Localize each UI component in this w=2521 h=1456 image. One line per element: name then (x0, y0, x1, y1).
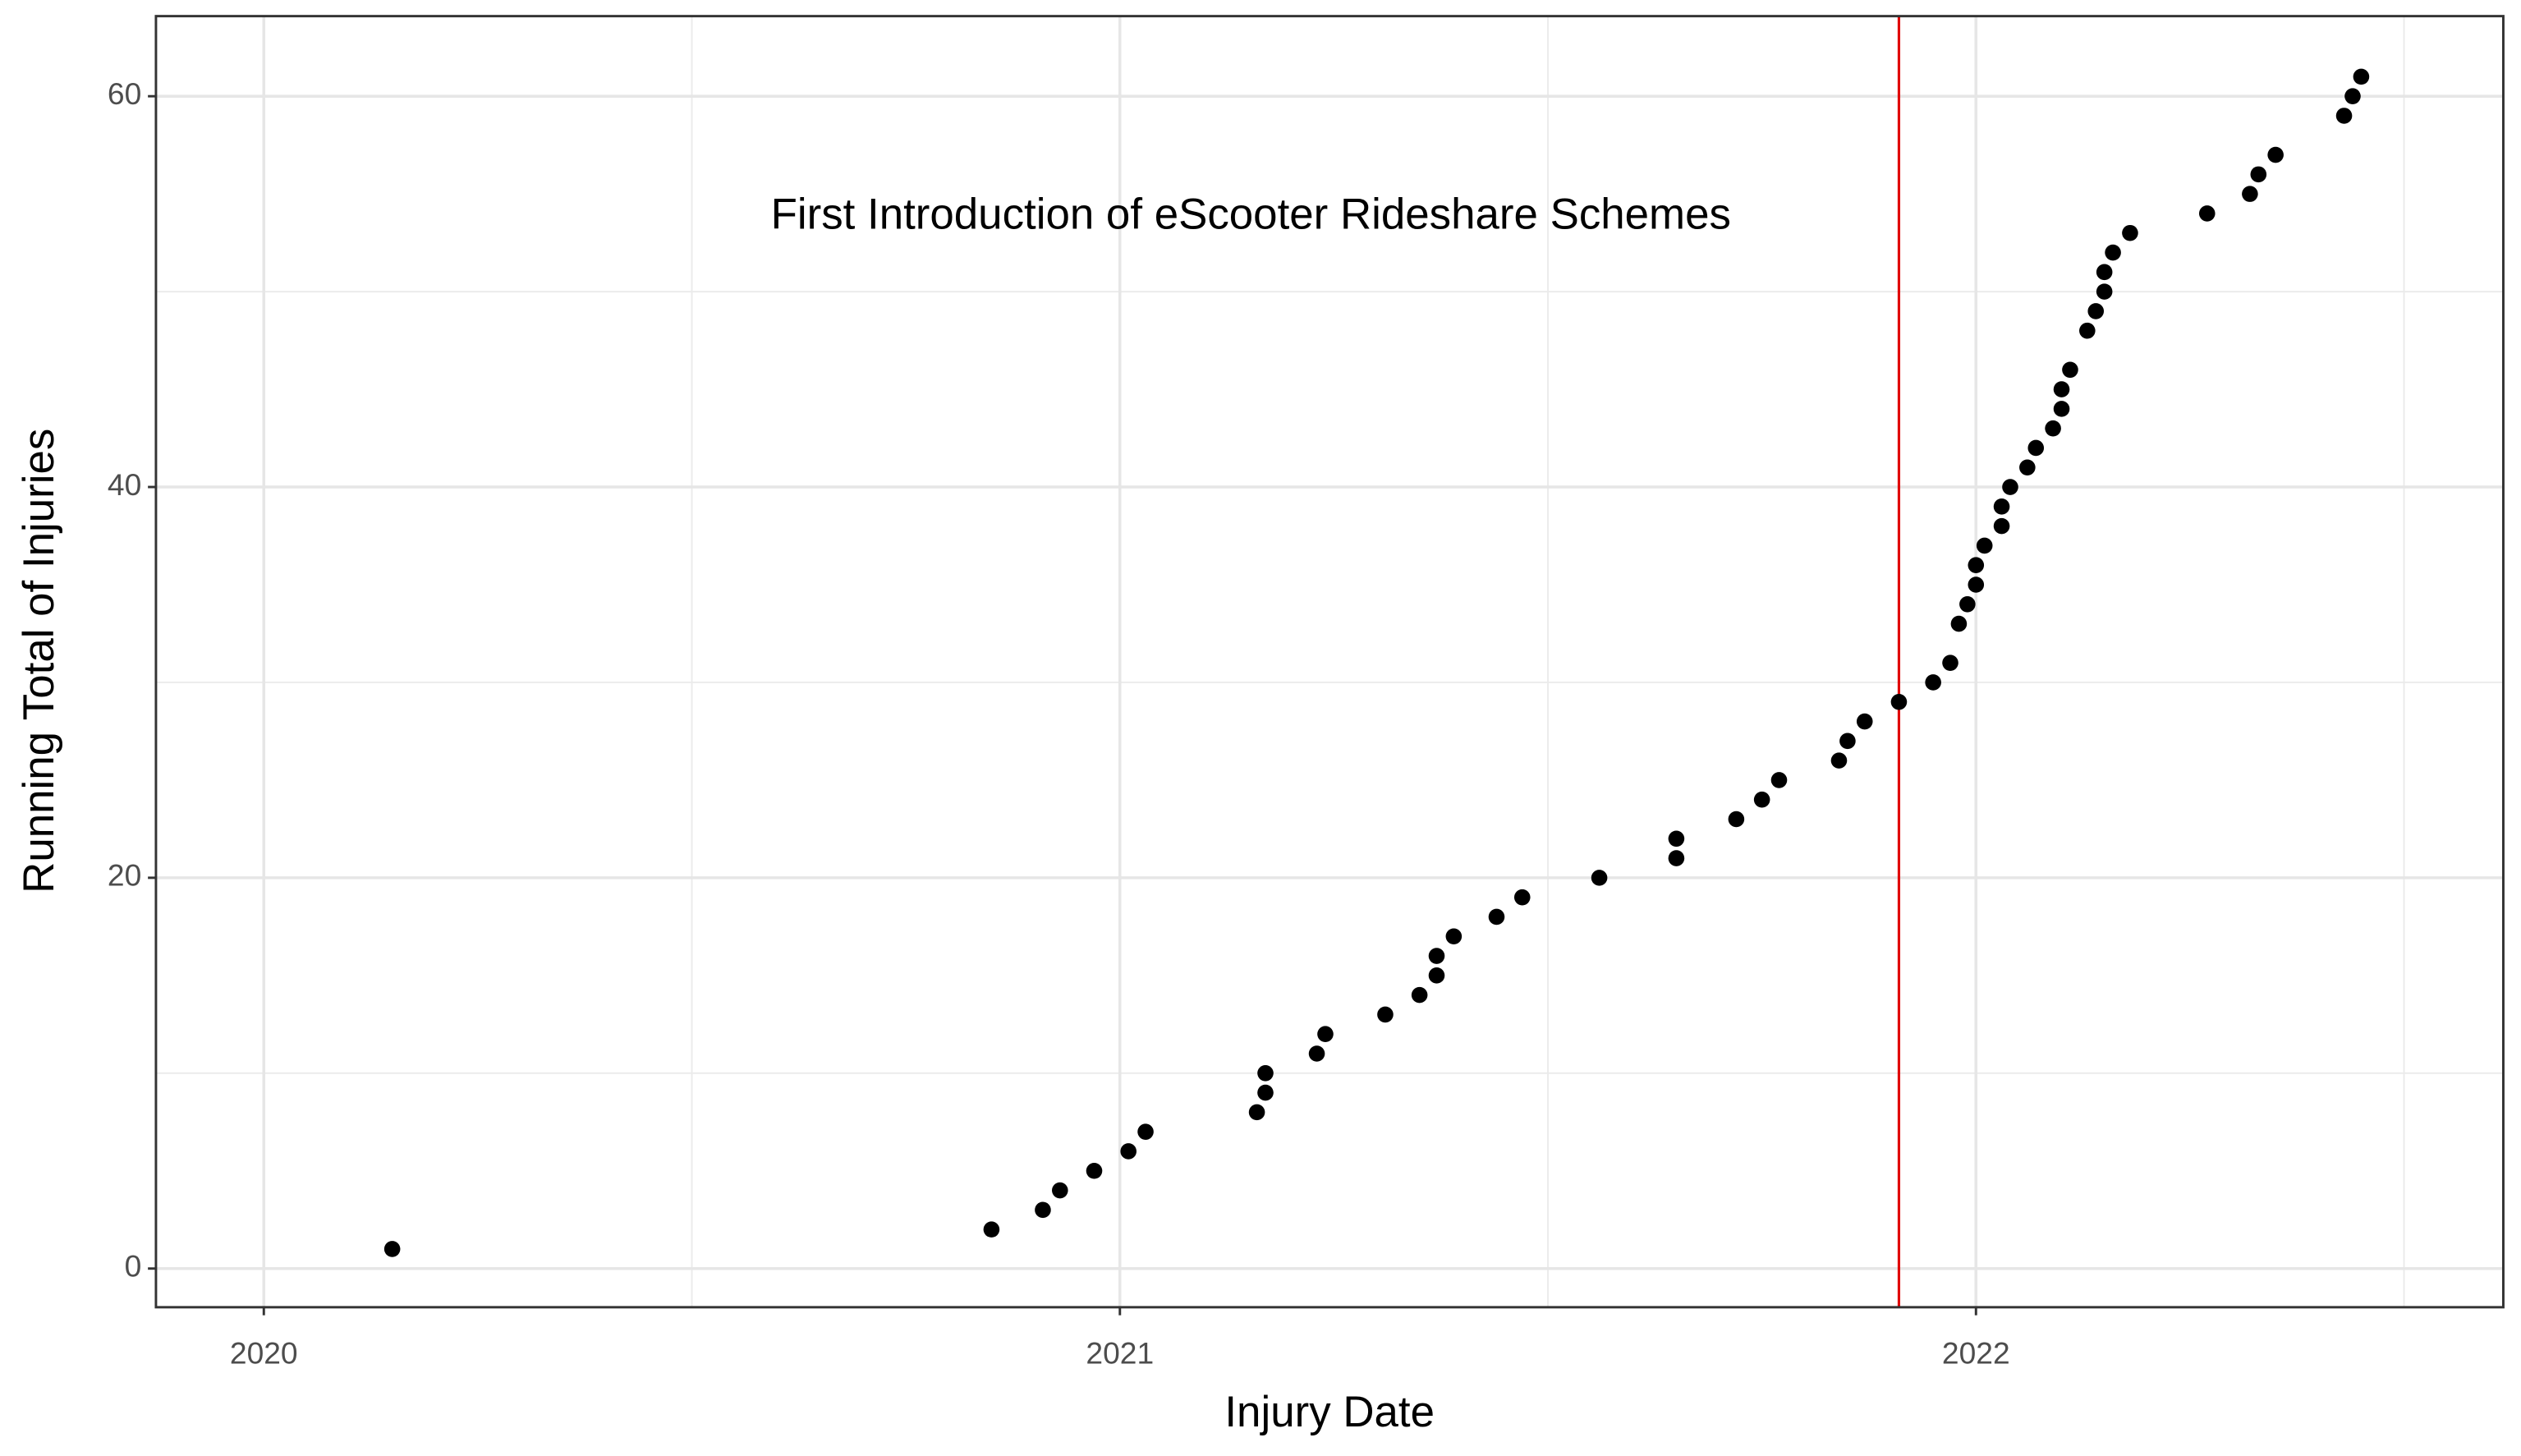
point (1411, 986, 1428, 1004)
panel-border (154, 15, 2505, 1309)
x-tick-label: 2021 (1086, 1335, 1154, 1370)
x-tick-label: 2022 (1942, 1335, 2010, 1370)
point (1830, 752, 1848, 769)
point (1942, 655, 1958, 671)
point (2242, 186, 2258, 202)
point (2122, 224, 2138, 241)
point (2002, 479, 2018, 495)
point (1770, 772, 1788, 788)
point (1257, 1065, 1274, 1082)
point (1668, 850, 1685, 866)
point (1248, 1104, 1265, 1121)
point (1753, 791, 1770, 808)
point (2045, 420, 2061, 437)
point (1257, 1084, 1274, 1101)
point (1993, 498, 2010, 515)
point (1728, 811, 1745, 828)
point (1086, 1162, 1103, 1179)
point (1668, 830, 1685, 847)
point (2087, 303, 2105, 319)
point (2096, 283, 2113, 300)
point (2027, 439, 2045, 457)
x-axis-title: Injury Date (1224, 1388, 1435, 1436)
point (2105, 244, 2121, 261)
point (1052, 1182, 1068, 1199)
point (1120, 1143, 1137, 1160)
point (1445, 928, 1463, 945)
point (2344, 88, 2361, 104)
point (1839, 733, 1856, 750)
y-axis-title: Running Total of Injuries (15, 429, 63, 893)
point (2019, 459, 2036, 476)
point (1959, 595, 1976, 613)
point (1890, 693, 1908, 710)
point (2250, 166, 2267, 183)
point (1308, 1045, 1325, 1062)
point (2062, 361, 2078, 379)
grid (155, 16, 2504, 1307)
point (2198, 205, 2216, 222)
marks (383, 16, 2370, 1307)
point (1925, 674, 1941, 691)
point (2053, 401, 2070, 417)
point (1591, 870, 1608, 886)
point (1976, 537, 1993, 554)
point (1968, 557, 1985, 573)
point (2079, 322, 2096, 339)
point (1488, 908, 1505, 926)
point (1428, 948, 1445, 964)
point (983, 1221, 1000, 1238)
point (1035, 1201, 1051, 1219)
y-tick-label: 0 (125, 1249, 142, 1284)
point (1968, 576, 1985, 593)
point (2335, 108, 2353, 124)
point (2267, 146, 2284, 163)
y-tick-label: 20 (108, 858, 141, 893)
point (383, 1241, 401, 1257)
point (2353, 68, 2370, 85)
point (1993, 517, 2010, 535)
point (1428, 967, 1445, 984)
y-tick-label: 40 (108, 467, 141, 502)
y-tick-label: 60 (108, 76, 141, 111)
point (2053, 381, 2070, 397)
x-tick-label: 2020 (230, 1335, 298, 1370)
point (1513, 889, 1531, 906)
point (1377, 1006, 1394, 1023)
point (1317, 1026, 1334, 1043)
point (1856, 713, 1873, 730)
point (1137, 1123, 1154, 1140)
annotation: First Introduction of eScooter Rideshare… (771, 190, 1731, 238)
point (2096, 264, 2113, 281)
point (1950, 615, 1968, 632)
